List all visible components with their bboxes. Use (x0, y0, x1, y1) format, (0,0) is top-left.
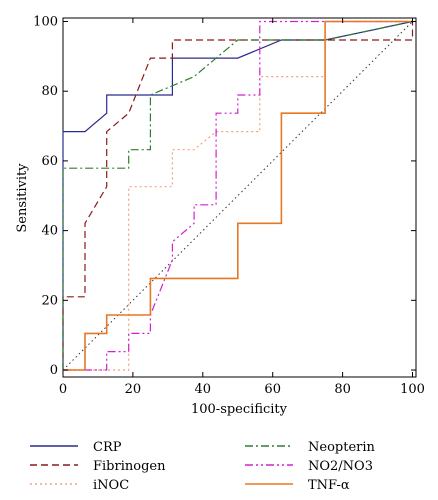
legend-label: iNOC (93, 478, 129, 493)
series-line-5 (63, 20, 413, 371)
x-tick-label: 80 (334, 382, 351, 397)
x-tick-label: 40 (195, 382, 212, 397)
y-tick-label: 40 (41, 224, 58, 239)
legend: CRP Neopterin Fibrinogen NO2/NO3 iNOC TNF-α (30, 440, 376, 493)
reference-diagonal (62, 21, 413, 371)
y-tick-label: 80 (41, 84, 58, 99)
series-line-3 (62, 20, 413, 370)
legend-label: NO2/NO3 (308, 459, 373, 474)
legend-label: TNF-α (308, 478, 350, 493)
y-tick-label: 60 (41, 154, 58, 169)
y-tick-label: 0 (50, 363, 58, 378)
series-line-2 (63, 20, 413, 371)
x-axis-label: 100-specificity (191, 402, 288, 417)
legend-label: CRP (93, 440, 122, 455)
y-axis-label: Sensitivity (15, 163, 30, 233)
legend-label: Fibrinogen (93, 459, 166, 474)
series-line-4 (63, 20, 413, 371)
series-group (62, 20, 414, 371)
reference-line-group (62, 21, 413, 371)
x-tick-label: 0 (59, 382, 67, 397)
plot-frame (62, 17, 417, 378)
series-line-1 (62, 21, 414, 370)
ticks-group: 0 20 40 60 80 100 0 20 40 60 80 100 (33, 14, 425, 397)
legend-label: Neopterin (308, 440, 376, 455)
x-tick-label: 100 (400, 382, 425, 397)
x-tick-label: 60 (264, 382, 281, 397)
x-tick-label: 20 (125, 382, 142, 397)
y-tick-label: 100 (33, 14, 58, 29)
y-tick-label: 20 (41, 293, 58, 308)
